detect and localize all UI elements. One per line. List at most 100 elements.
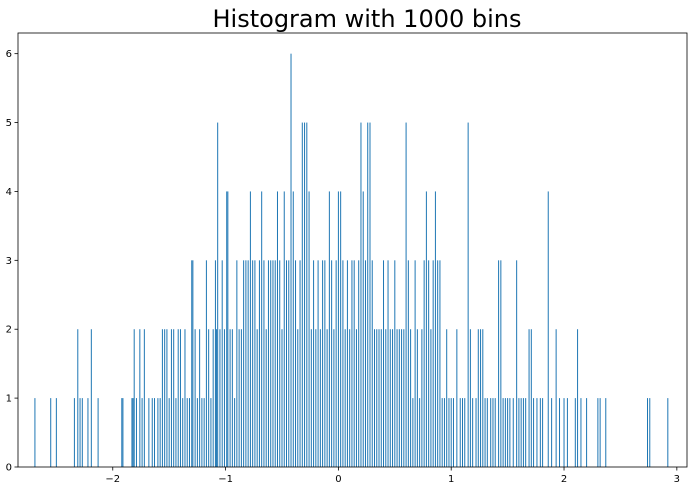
histogram-bar: [416, 329, 418, 467]
histogram-bar: [131, 398, 133, 467]
histogram-bar: [143, 329, 145, 467]
histogram-bar: [374, 329, 375, 467]
histogram-bar: [122, 398, 124, 467]
histogram-bar: [335, 260, 337, 467]
histogram-bar: [234, 398, 236, 467]
y-tick-label: 4: [6, 187, 12, 198]
histogram-bar: [597, 398, 599, 467]
histogram-bar: [319, 329, 321, 467]
histogram-bar: [360, 122, 362, 467]
histogram-bar: [191, 260, 193, 467]
histogram-bar: [667, 398, 669, 467]
histogram-bar: [212, 329, 214, 467]
histogram-bar: [414, 260, 416, 467]
x-tick-label: −2: [105, 474, 120, 485]
histogram-bar: [599, 398, 601, 467]
histogram-bar: [559, 398, 561, 467]
histogram-bar: [448, 398, 450, 467]
histogram-bar: [407, 260, 409, 467]
histogram-bar: [164, 329, 166, 467]
y-tick-label: 3: [6, 256, 12, 267]
histogram-bar: [254, 260, 256, 467]
histogram-bar: [270, 260, 272, 467]
histogram-bar: [412, 398, 414, 467]
plot-frame: [17, 32, 688, 468]
histogram-bar: [310, 329, 312, 467]
histogram-bar: [306, 122, 308, 467]
histogram-bar: [81, 398, 83, 467]
histogram-bar: [135, 398, 137, 467]
histogram-bar: [141, 398, 143, 467]
histogram-bar: [462, 398, 463, 467]
histogram-bar: [396, 329, 398, 467]
histogram-bar: [563, 398, 565, 467]
histogram-bar: [283, 191, 285, 467]
y-tick-label: 0: [6, 463, 12, 474]
x-tick-label: 2: [561, 474, 567, 485]
y-axis-ticks: 0 1 2 3 4 5 6: [6, 49, 18, 474]
histogram-bar: [456, 329, 458, 467]
histogram-bar: [313, 260, 315, 467]
histogram-bar: [355, 329, 357, 467]
histogram-bar: [208, 329, 210, 467]
histogram-bar: [192, 260, 194, 467]
histogram-bar: [161, 329, 163, 467]
histogram-bar: [467, 122, 469, 467]
histogram-bar: [258, 260, 260, 467]
histogram-bar: [223, 329, 225, 467]
histogram-bar: [175, 398, 177, 467]
histogram-bar: [380, 329, 382, 467]
histogram-bar: [525, 398, 527, 467]
histogram-bar: [292, 191, 294, 467]
histogram-bar: [533, 398, 535, 467]
histogram-bar: [536, 398, 538, 467]
histogram-bar: [349, 329, 351, 467]
histogram-bar: [351, 260, 353, 467]
histogram-bar: [586, 398, 588, 467]
histogram-bar: [263, 260, 265, 467]
histogram-bar: [605, 398, 607, 467]
histogram-bar: [502, 398, 504, 467]
histogram-bar: [566, 398, 568, 467]
histogram-bar: [446, 329, 448, 467]
histogram-bar: [238, 329, 240, 467]
histogram-bar: [77, 329, 79, 467]
histogram-bar: [328, 191, 330, 467]
histogram-bar: [182, 398, 184, 467]
histogram-bar: [308, 191, 310, 467]
x-tick-label: 0: [335, 474, 341, 485]
histogram-bar: [188, 398, 190, 467]
histogram-bar: [430, 329, 432, 467]
histogram-bar: [279, 260, 281, 467]
histogram-bar: [423, 260, 425, 467]
histogram-bar: [73, 398, 75, 467]
histogram-bar: [509, 398, 511, 467]
histogram-bar: [500, 260, 502, 467]
histogram-bar: [522, 398, 524, 467]
histogram-bar: [121, 398, 123, 467]
histogram-bar: [256, 329, 258, 467]
histogram-bar: [398, 329, 400, 467]
histogram-bar: [362, 191, 364, 467]
chart-title: Histogram with 1000 bins: [213, 5, 522, 33]
histogram-bar: [342, 260, 344, 467]
histogram-bar: [139, 329, 141, 467]
histogram-bar: [272, 260, 274, 467]
histogram-bar: [518, 398, 520, 467]
histogram-bar: [394, 260, 396, 467]
histogram-bar: [290, 53, 292, 468]
histogram-bar: [186, 398, 188, 467]
histogram-bar: [265, 329, 267, 467]
histogram-bar: [295, 260, 297, 467]
histogram-bar: [486, 398, 488, 467]
histogram-bar: [177, 329, 179, 467]
histogram-bar: [492, 398, 494, 467]
histogram-bar: [184, 329, 186, 467]
histogram-bar: [288, 260, 290, 467]
histogram-bar: [221, 260, 223, 467]
histogram-bar: [378, 329, 380, 467]
histogram-bar: [299, 260, 301, 467]
histogram-bar: [252, 260, 254, 467]
histogram-bar: [210, 398, 212, 467]
histogram-bar: [512, 398, 514, 467]
